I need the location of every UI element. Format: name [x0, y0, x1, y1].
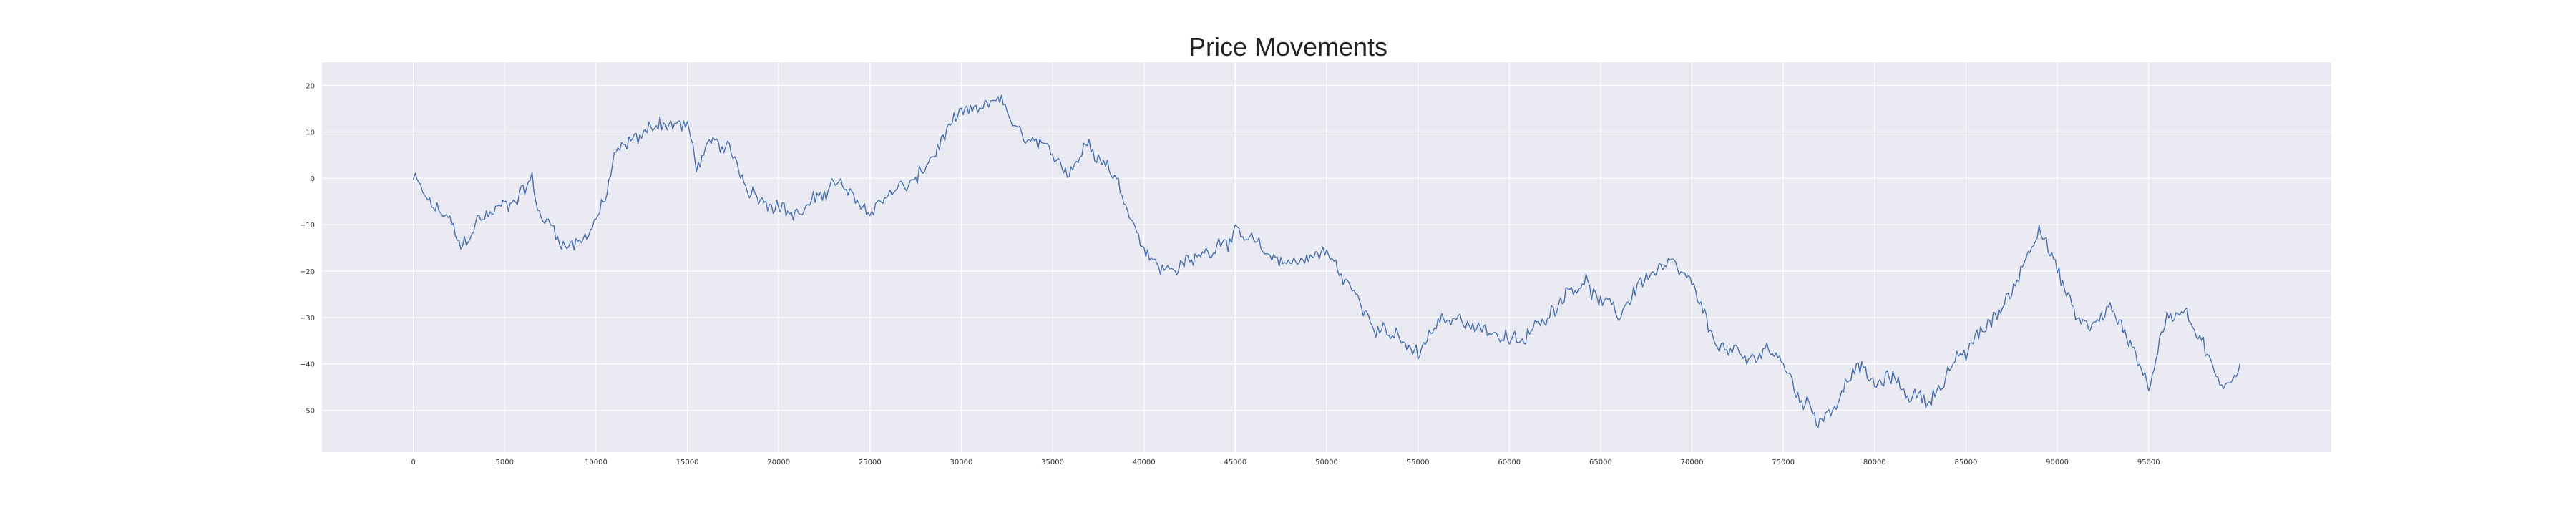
price-series-line [412, 94, 2241, 429]
x-tick-label: 85000 [1955, 458, 1978, 466]
x-tick-label: 20000 [767, 458, 790, 466]
x-tick-label: 75000 [1772, 458, 1795, 466]
y-axis: 20 10 0 −10 −20 −30 −40 −50 [300, 82, 315, 415]
y-tick-label: 0 [311, 175, 315, 183]
chart-title: Price Movements [1188, 32, 1388, 62]
x-tick-label: 10000 [585, 458, 608, 466]
x-tick-label: 95000 [2137, 458, 2160, 466]
x-tick-label: 5000 [496, 458, 514, 466]
x-tick-label: 90000 [2046, 458, 2069, 466]
y-tick-label: −20 [300, 268, 315, 276]
x-tick-label: 30000 [950, 458, 973, 466]
x-tick-label: 65000 [1589, 458, 1612, 466]
x-axis: 0 5000 10000 15000 20000 25000 30000 35000 40000… [411, 458, 2160, 466]
y-tick-label: 20 [306, 82, 315, 90]
x-tick-label: 0 [411, 458, 415, 466]
x-tick-label: 55000 [1407, 458, 1430, 466]
x-tick-label: 50000 [1315, 458, 1338, 466]
x-tick-label: 15000 [676, 458, 699, 466]
x-tick-label: 70000 [1681, 458, 1704, 466]
series-layer [412, 94, 2241, 429]
x-tick-label: 80000 [1863, 458, 1886, 466]
y-tick-label: −50 [300, 408, 315, 416]
x-tick-label: 35000 [1041, 458, 1064, 466]
x-tick-label: 60000 [1498, 458, 1521, 466]
y-tick-label: −10 [300, 222, 315, 230]
x-tick-label: 25000 [859, 458, 882, 466]
y-tick-label: 10 [306, 129, 315, 137]
grid-lines [322, 62, 2331, 452]
y-tick-label: −40 [300, 361, 315, 369]
y-tick-label: −30 [300, 315, 315, 323]
x-tick-label: 45000 [1224, 458, 1246, 466]
x-tick-label: 40000 [1133, 458, 1156, 466]
